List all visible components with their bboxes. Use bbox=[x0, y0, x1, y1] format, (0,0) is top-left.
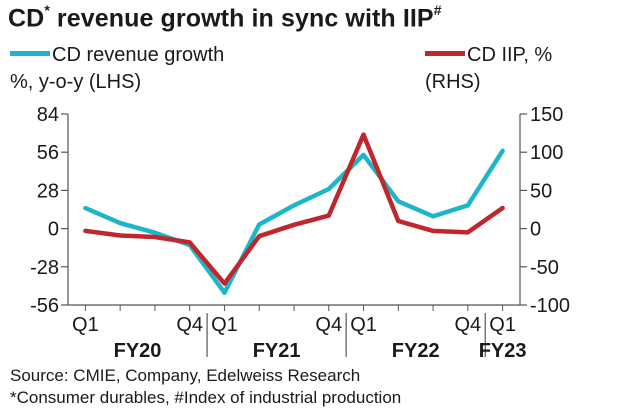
fiscal-year-label-fy20: FY20 bbox=[114, 340, 162, 362]
legend-swatch-iip bbox=[425, 51, 465, 57]
right-tick-label-3: 0 bbox=[530, 219, 541, 241]
left-tick-label-2: 28 bbox=[37, 180, 59, 202]
source-text: Source: CMIE, Company, Edelweiss Researc… bbox=[10, 366, 361, 385]
x-tick-label-5: Q4 bbox=[455, 314, 482, 336]
left-tick-label-5: -56 bbox=[30, 295, 59, 317]
left-tick-label-4: -28 bbox=[30, 257, 59, 279]
x-tick-label-4: Q1 bbox=[350, 314, 377, 336]
series-line-iip bbox=[83, 132, 505, 286]
fiscal-year-label-fy21: FY21 bbox=[253, 340, 301, 362]
right-tick-label-4: -50 bbox=[530, 257, 559, 279]
fiscal-year-label-fy23: FY23 bbox=[479, 340, 527, 362]
fiscal-year-label-fy22: FY22 bbox=[392, 340, 440, 362]
x-tick-label-3: Q4 bbox=[315, 314, 342, 336]
x-tick-label-2: Q1 bbox=[211, 314, 238, 336]
left-tick-label-3: 0 bbox=[48, 219, 59, 241]
legend-label-revenue-line1: CD revenue growth bbox=[52, 44, 225, 66]
x-tick-label-1: Q4 bbox=[176, 314, 203, 336]
x-tick-label-6: Q1 bbox=[489, 314, 516, 336]
legend-right-series: CD IIP, % (RHS) bbox=[425, 42, 552, 96]
right-tick-label-2: 50 bbox=[530, 180, 552, 202]
right-tick-label-1: 100 bbox=[530, 142, 563, 164]
right-tick-label-5: -100 bbox=[530, 295, 570, 317]
legend-label-iip-line2: (RHS) bbox=[425, 71, 481, 93]
legend-label-iip-line1: CD IIP, % bbox=[467, 44, 553, 66]
right-tick-label-0: 150 bbox=[530, 104, 563, 126]
series-line-revenue-growth bbox=[83, 148, 505, 295]
legend-swatch-revenue bbox=[10, 51, 50, 57]
legend-label-revenue-line2: %, y-o-y (LHS) bbox=[10, 71, 142, 93]
left-tick-label-0: 84 bbox=[37, 104, 59, 126]
chart-title: CD* revenue growth in sync with IIP# bbox=[8, 2, 442, 33]
legend-left-series: CD revenue growth %, y-o-y (LHS) bbox=[10, 42, 224, 96]
x-tick-label-0: Q1 bbox=[72, 314, 99, 336]
footnote-text: *Consumer durables, #Index of industrial… bbox=[10, 388, 402, 407]
left-tick-label-1: 56 bbox=[37, 142, 59, 164]
